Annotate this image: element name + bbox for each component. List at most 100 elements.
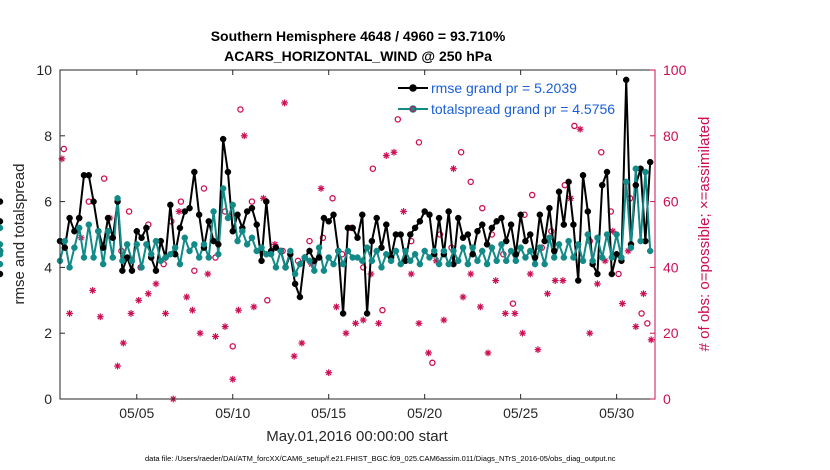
obs-possible-point (479, 204, 486, 212)
obs-assimilated-stroke (189, 307, 196, 313)
rmse-point (541, 237, 548, 245)
obs-assimilated-stroke (281, 100, 288, 106)
obs-possible-point (369, 165, 377, 172)
chart-subtitle: ACARS_HORIZONTAL_WIND @ 250 hPa (224, 48, 492, 64)
spread-point (507, 247, 515, 255)
rmse-point (243, 208, 251, 215)
obs-assimilated-point (317, 185, 325, 192)
obs-assimilated-point (407, 270, 415, 278)
spread-point (128, 257, 136, 265)
rmse-point (263, 198, 270, 205)
obs-assimilated-stroke (460, 294, 466, 300)
spread-point (373, 247, 380, 255)
obs-assimilated-point (152, 280, 160, 288)
obs-assimilated-point (526, 270, 534, 278)
spread-point (147, 250, 155, 258)
rmse-point (483, 241, 491, 248)
rmse-point (133, 227, 141, 235)
rmse-point (219, 135, 227, 143)
spread-point (421, 247, 428, 255)
legend-rmse-label: rmse grand pr = 5.2039 (431, 80, 577, 96)
obs-assimilated-point (204, 270, 212, 278)
spread-point (143, 241, 150, 248)
spread-point (411, 250, 419, 258)
y-tick-label: 6 (44, 194, 52, 210)
rmse-point (455, 214, 462, 222)
obs-assimilated-point (212, 333, 219, 340)
obs-possible-point (177, 198, 185, 205)
chart-title: Southern Hemisphere 4648 / 4960 = 93.710… (211, 28, 506, 44)
obs-assimilated-point (382, 152, 390, 159)
rmse-point (608, 270, 616, 278)
obs-assimilated-stroke (299, 340, 305, 346)
spread-point (598, 254, 606, 261)
obs-assimilated-stroke (648, 336, 654, 343)
obs-assimilated-point (440, 316, 448, 324)
obs-assimilated-point (183, 293, 191, 301)
spread-point (219, 185, 227, 192)
rmse-point (368, 237, 376, 245)
rmse-point (248, 204, 256, 212)
spread-point (85, 221, 93, 228)
spread-point (181, 234, 189, 242)
rmse-point (320, 214, 328, 222)
y2-tick-label: 20 (663, 325, 679, 341)
obs-assimilated-point (290, 352, 298, 360)
legend-spread-label: totalspread grand pr = 4.5756 (431, 101, 615, 117)
rmse-point (407, 231, 414, 238)
spread-point (392, 247, 400, 255)
spread-point (608, 254, 616, 261)
rmse-point (632, 181, 640, 189)
obs-possible-point (467, 178, 474, 186)
rmse-point (315, 254, 323, 261)
obs-possible-point (200, 185, 208, 192)
obs-assimilated-stroke (552, 277, 559, 284)
rmse-point (138, 234, 145, 242)
spread-point (315, 244, 323, 251)
spread-point (517, 244, 524, 251)
rmse-point (373, 214, 380, 222)
obs-assimilated-point (632, 323, 640, 331)
spread-point (272, 264, 280, 271)
spread-point (224, 214, 232, 222)
spread-point (123, 241, 131, 248)
spread-point (531, 260, 539, 268)
obs-assimilated-point (175, 208, 183, 215)
obs-assimilated-point (586, 329, 594, 337)
rmse-point (109, 234, 117, 242)
obs-assimilated-point (89, 287, 97, 294)
spread-point (464, 260, 472, 268)
rmse-point (119, 267, 126, 274)
x-tick-label: 05/15 (311, 405, 346, 421)
rmse-point (397, 231, 404, 238)
obs-possible-point (306, 237, 313, 245)
spread-point (229, 201, 236, 209)
rmse-point (378, 244, 385, 251)
spread-point (378, 264, 385, 271)
obs-assimilated-point (235, 306, 242, 314)
obs-assimilated-point (400, 208, 407, 215)
y-axis-label: rmse and totalspread (11, 164, 28, 305)
rmse-point (570, 221, 577, 228)
y2-axis-label: # of obs: o=possible; ×=assimilated (696, 117, 713, 352)
rmse-point (498, 214, 505, 222)
rmse-point (339, 310, 347, 317)
obs-possible-point (429, 359, 436, 367)
obs-assimilated-point (359, 316, 367, 324)
rmse-point (186, 204, 193, 212)
rmse-point (574, 277, 582, 284)
obs-assimilated-stroke (360, 317, 367, 323)
y-tick-label: 0 (44, 391, 52, 407)
rmse-point (229, 227, 236, 235)
spread-point (90, 254, 97, 261)
spread-point (167, 250, 174, 258)
spread-point (416, 260, 424, 268)
obs-assimilated-point (467, 270, 475, 278)
obs-assimilated-point (492, 277, 500, 284)
obs-assimilated-point (640, 290, 647, 298)
y-tick-label: 8 (44, 128, 52, 144)
rmse-point (613, 250, 620, 258)
obs-possible-point (598, 148, 605, 156)
rmse-point (205, 218, 212, 225)
spread-point (637, 237, 644, 245)
